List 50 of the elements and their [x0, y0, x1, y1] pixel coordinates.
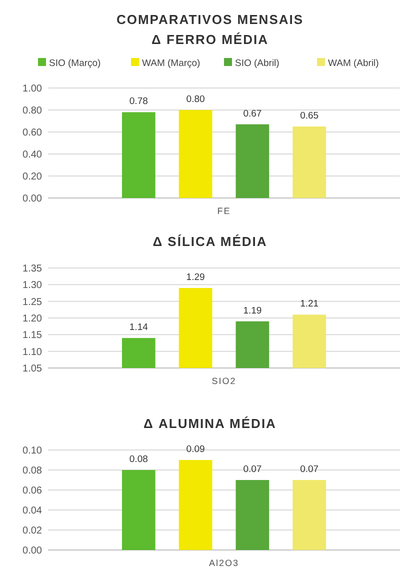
legend-label: WAM (Março): [142, 58, 200, 69]
bar: [178, 110, 212, 198]
legend-label: WAM (Abril): [328, 58, 379, 69]
bar: [292, 126, 326, 198]
bar: [236, 124, 270, 198]
x-tick-label: FE: [217, 206, 231, 216]
y-tick-label: 0.80: [22, 106, 42, 116]
y-tick-label: 0.20: [22, 172, 42, 182]
data-label: 0.08: [129, 454, 148, 465]
data-label: 0.07: [300, 464, 319, 475]
data-label: 0.78: [129, 96, 148, 108]
data-label: 0.07: [243, 464, 262, 475]
data-label: 1.21: [300, 298, 319, 310]
y-tick-label: 1.20: [22, 314, 42, 324]
y-tick-label: 1.30: [22, 280, 42, 292]
y-tick-label: 0.40: [22, 150, 42, 160]
y-tick-label: 0.02: [22, 526, 42, 536]
chart-title: Δ SÍLICA MÉDIA: [152, 234, 268, 249]
y-tick-label: 0.06: [22, 486, 42, 496]
bar: [122, 470, 156, 550]
x-tick-label: Al2O3: [208, 558, 240, 568]
chart-subtitle: Δ FERRO MÉDIA: [152, 32, 268, 47]
y-tick-label: 1.05: [22, 364, 42, 374]
y-tick-label: 1.15: [22, 330, 42, 342]
legend-label: SIO (Abril): [235, 58, 280, 69]
bar: [292, 480, 326, 550]
y-tick-label: 0.08: [22, 466, 42, 476]
x-tick-label: SIO2: [212, 376, 236, 386]
y-tick-label: 0.04: [22, 506, 42, 516]
data-label: 1.19: [243, 305, 262, 316]
data-label: 0.67: [243, 108, 262, 120]
y-tick-label: 0.00: [22, 194, 42, 204]
y-tick-label: 1.25: [22, 296, 42, 308]
data-label: 1.14: [129, 322, 148, 333]
data-label: 0.09: [186, 444, 205, 455]
chart-title: COMPARATIVOS MENSAIS: [116, 12, 304, 27]
data-label: 1.29: [186, 272, 205, 283]
y-tick-label: 0.60: [22, 128, 42, 138]
data-label: 0.80: [186, 94, 205, 105]
data-label: 0.65: [300, 110, 319, 122]
y-tick-label: 1.10: [22, 346, 42, 358]
y-tick-label: 0.10: [22, 446, 42, 456]
chart-title: Δ ALUMINA MÉDIA: [144, 416, 276, 431]
legend-label: SIO (Março): [49, 58, 101, 69]
bar: [236, 480, 270, 550]
y-tick-label: 0.00: [22, 546, 42, 556]
bar: [178, 460, 212, 550]
bar: [122, 112, 156, 198]
y-tick-label: 1.35: [22, 264, 42, 274]
y-tick-label: 1.00: [22, 84, 42, 94]
